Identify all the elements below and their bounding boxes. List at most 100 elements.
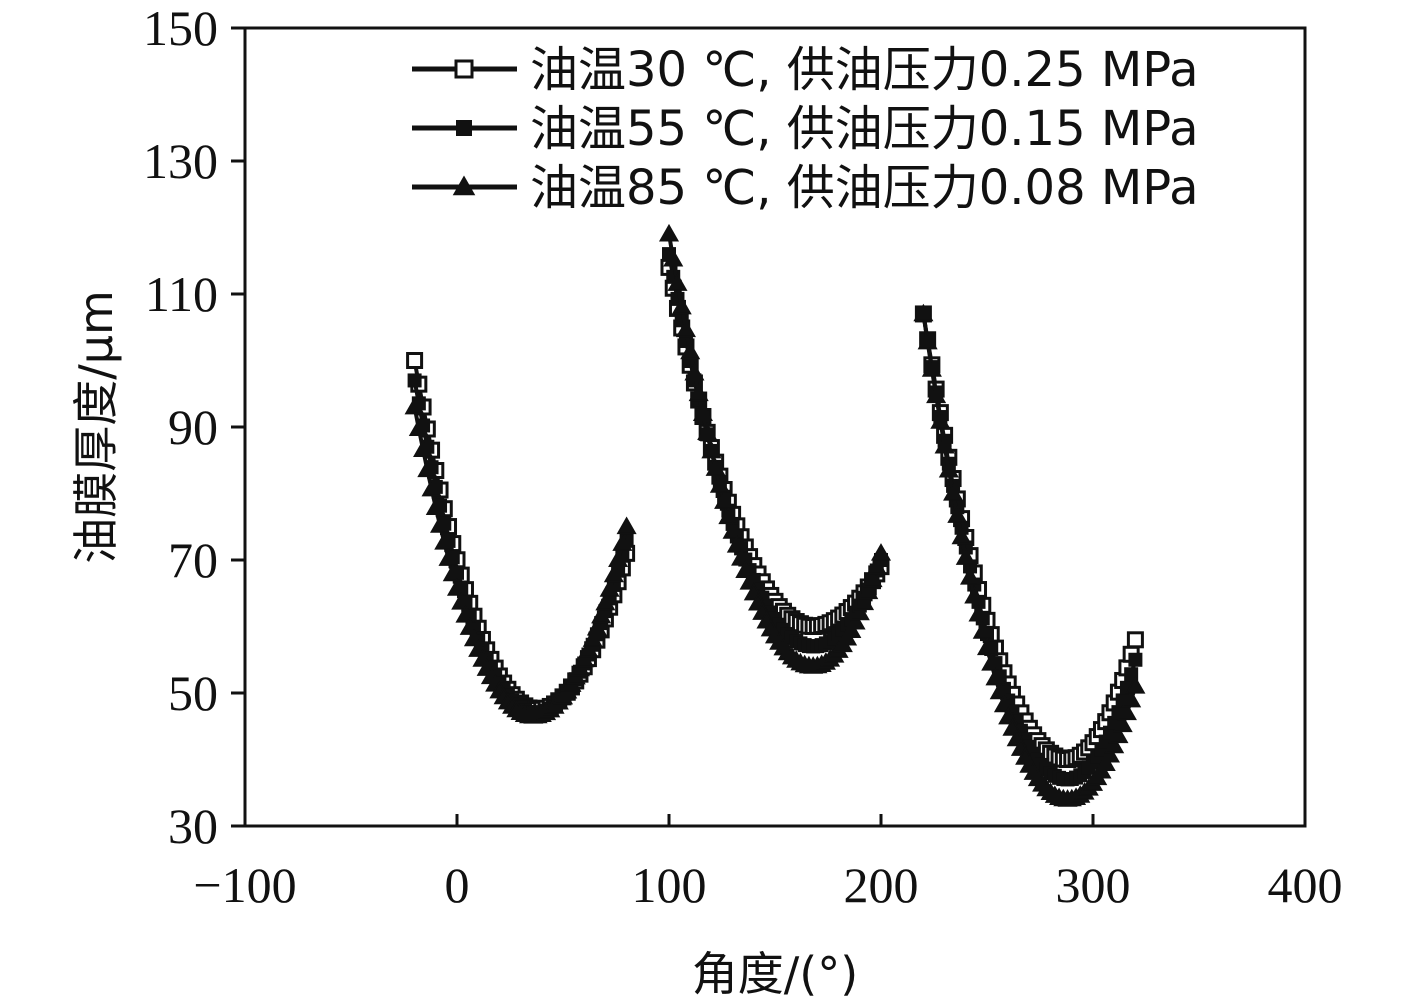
- legend-item: 油温30 ℃, 供油压力0.25 MPa: [412, 42, 1199, 98]
- data-point: [714, 491, 735, 509]
- data-point: [658, 223, 680, 242]
- data-point: [853, 592, 875, 611]
- data-point: [972, 621, 993, 639]
- legend-label: 油温85 ℃, 供油压力0.08 MPa: [530, 160, 1199, 216]
- data-point: [680, 341, 701, 360]
- data-point: [976, 637, 998, 656]
- x-tick-label: 200: [844, 857, 919, 913]
- x-tick-label: 400: [1268, 857, 1343, 913]
- data-point: [454, 59, 474, 79]
- data-point: [955, 547, 976, 565]
- data-point: [684, 362, 705, 381]
- data-point: [709, 475, 730, 493]
- data-point: [603, 564, 624, 583]
- data-point: [697, 422, 718, 441]
- data-point: [406, 352, 424, 369]
- legend-item: 油温55 ℃, 供油压力0.15 MPa: [412, 101, 1199, 157]
- data-point: [951, 526, 972, 545]
- data-point: [408, 418, 429, 437]
- data-point: [591, 605, 612, 624]
- data-point: [1125, 676, 1146, 694]
- data-point: [726, 534, 747, 553]
- data-point: [722, 521, 743, 539]
- data-point: [1128, 652, 1143, 667]
- data-point: [1104, 735, 1125, 754]
- data-point: [989, 681, 1010, 700]
- data-point: [1099, 744, 1121, 763]
- axis-ticks: −100 0 100 200 300 400 30 50 70 90 110 130 150: [143, 0, 1343, 913]
- series-3: [404, 223, 1146, 807]
- series-layer: [404, 223, 1146, 807]
- series-line: [921, 313, 1138, 762]
- data-point: [1112, 714, 1133, 733]
- legend-label: 油温55 ℃, 供油压力0.15 MPa: [530, 101, 1199, 157]
- data-point: [862, 569, 883, 588]
- data-point: [456, 120, 472, 136]
- data-point: [451, 592, 472, 610]
- series-line: [667, 267, 883, 629]
- data-point: [934, 435, 955, 454]
- data-point: [599, 579, 620, 597]
- data-point: [578, 639, 599, 658]
- data-point: [671, 296, 692, 315]
- data-point: [442, 563, 463, 582]
- data-point: [452, 175, 476, 196]
- y-tick-label: 150: [143, 0, 218, 56]
- data-point: [608, 549, 629, 567]
- data-point: [429, 515, 451, 533]
- x-tick-label: 0: [445, 857, 470, 913]
- y-tick-label: 50: [168, 665, 218, 721]
- data-point: [718, 506, 739, 525]
- y-tick-label: 130: [143, 133, 218, 189]
- data-point: [1116, 702, 1137, 721]
- x-tick-label: 100: [632, 857, 707, 913]
- data-point: [421, 478, 442, 497]
- data-point: [964, 585, 985, 604]
- data-point: [959, 566, 981, 585]
- data-point: [985, 667, 1006, 686]
- x-tick-label: −100: [193, 857, 296, 913]
- data-point: [612, 533, 633, 551]
- y-tick-label: 70: [168, 532, 218, 588]
- x-tick-label: 300: [1056, 857, 1131, 913]
- data-point: [913, 303, 934, 322]
- data-point: [968, 603, 989, 622]
- data-point: [569, 658, 591, 677]
- data-point: [930, 411, 951, 429]
- y-tick-label: 30: [168, 798, 218, 854]
- data-point: [413, 439, 434, 457]
- data-point: [417, 459, 438, 478]
- data-point: [404, 396, 425, 415]
- data-point: [943, 483, 964, 501]
- data-point: [1121, 689, 1142, 708]
- data-point: [705, 458, 726, 476]
- legend-label: 油温30 ℃, 供油压力0.25 MPa: [530, 42, 1199, 98]
- data-point: [407, 373, 422, 388]
- data-point: [675, 319, 697, 338]
- data-point: [917, 331, 938, 350]
- data-point: [866, 556, 887, 575]
- data-point: [870, 543, 892, 561]
- x-axis-title: 角度/(°): [692, 947, 858, 1001]
- y-tick-label: 110: [145, 266, 218, 322]
- data-point: [446, 578, 468, 596]
- data-point: [938, 459, 959, 478]
- data-point: [425, 497, 446, 515]
- y-axis-title: 油膜厚度/μm: [69, 290, 123, 564]
- data-point: [701, 440, 722, 459]
- series-1: [406, 258, 1144, 768]
- data-point: [849, 602, 870, 621]
- data-point: [582, 629, 603, 647]
- data-point: [1108, 725, 1129, 744]
- y-tick-label: 90: [168, 399, 218, 455]
- data-point: [616, 516, 637, 535]
- data-point: [921, 359, 942, 377]
- data-point: [688, 383, 709, 402]
- legend-item: 油温85 ℃, 供油压力0.08 MPa: [412, 160, 1199, 216]
- data-point: [434, 532, 455, 550]
- data-point: [438, 548, 459, 566]
- data-point: [586, 617, 607, 636]
- data-point: [845, 611, 866, 630]
